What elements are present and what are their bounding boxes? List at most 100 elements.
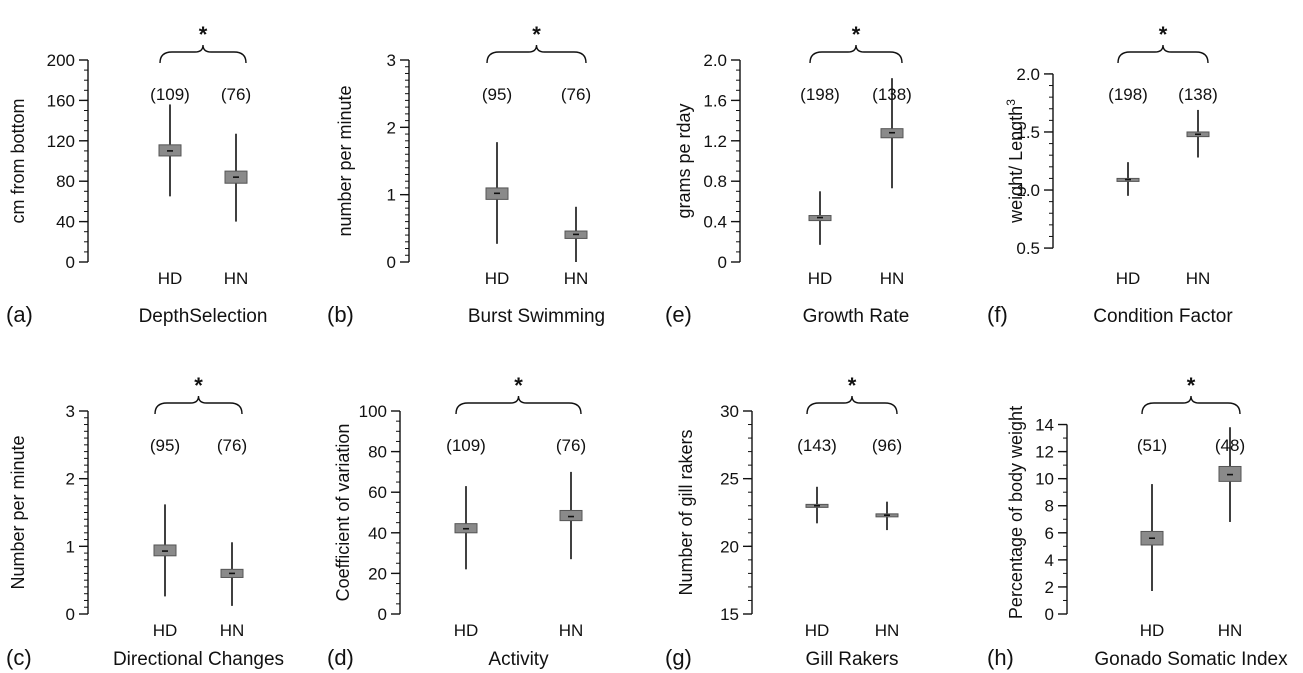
y-axis-label: number per minute — [335, 85, 355, 236]
y-tick-label: 1 — [66, 537, 75, 556]
y-tick-label: 0 — [387, 253, 396, 272]
sample-size-label: (143) — [797, 436, 837, 455]
panel-f: 0.5 1.0 1.5 2.0 weight/ Length3 HD HN (198) (138… — [987, 22, 1233, 327]
y-tick-label: 2.0 — [1016, 65, 1040, 84]
y-tick-label: 0 — [66, 605, 75, 624]
category-label: HN — [564, 269, 589, 288]
y-tick-label: 15 — [720, 605, 739, 624]
y-tick-label: 8 — [1045, 497, 1054, 516]
significance-brace — [154, 395, 243, 415]
panel-g: 15 20 25 30 Number of gill rakers HD HN (143) (9… — [665, 373, 902, 670]
category-label: HD — [1140, 621, 1165, 640]
y-tick-label: 60 — [368, 483, 387, 502]
category-label: HD — [158, 269, 183, 288]
y-axis-label: Coefficient of variation — [333, 424, 353, 602]
sample-size-label: (76) — [556, 436, 586, 455]
panel-title: Activity — [488, 649, 549, 670]
significance-star: * — [1159, 22, 1168, 47]
category-label: HN — [880, 269, 905, 288]
y-tick-label: 30 — [720, 402, 739, 421]
category-label: HN — [224, 269, 249, 288]
panel-a: 0 40 80 120 160 200 cm from bottom HD HN (109) (76… — [6, 22, 267, 327]
category-label: HD — [153, 621, 178, 640]
y-tick-label: 0.8 — [703, 172, 727, 191]
panel-letter: (h) — [987, 645, 1014, 670]
panel-h: 0 2 4 6 8 10 12 14 Percentage of body weight HD HN… — [987, 373, 1288, 670]
y-tick-label: 200 — [47, 51, 75, 70]
y-tick-label: 0.5 — [1016, 239, 1040, 258]
y-tick-label: 0.4 — [703, 213, 727, 232]
panel-e: 0 0.4 0.8 1.2 1.6 2.0 grams pe rday HD HN (198) (1… — [665, 22, 912, 327]
y-tick-label: 2 — [1045, 578, 1054, 597]
category-label: HD — [805, 621, 830, 640]
y-tick-label: 0 — [378, 605, 387, 624]
panel-title: Growth Rate — [803, 306, 910, 327]
panel-title: Burst Swimming — [468, 306, 605, 327]
y-tick-label: 160 — [47, 91, 75, 110]
sample-size-label: (76) — [221, 85, 251, 104]
y-tick-label: 1.2 — [703, 132, 727, 151]
panel-letter: (f) — [987, 302, 1008, 327]
panel-letter: (d) — [327, 645, 354, 670]
panel-title: Directional Changes — [113, 649, 284, 670]
y-tick-label: 6 — [1045, 524, 1054, 543]
significance-brace — [1141, 395, 1241, 415]
panel-c: 0 1 2 3 Number per minute HD HN (95) (76) * Direct… — [6, 373, 284, 670]
sample-size-label: (109) — [446, 436, 486, 455]
y-axis-label-superscript: 3 — [1004, 99, 1018, 106]
panel-letter: (g) — [665, 645, 692, 670]
y-tick-label: 120 — [47, 132, 75, 151]
category-label: HN — [559, 621, 584, 640]
y-tick-label: 12 — [1035, 443, 1054, 462]
significance-brace — [806, 395, 898, 415]
panel-letter: (b) — [327, 302, 354, 327]
y-tick-label: 1.5 — [1016, 123, 1040, 142]
y-tick-label: 80 — [56, 172, 75, 191]
category-label: HD — [808, 269, 833, 288]
box-hn — [559, 509, 583, 522]
sample-size-label: (198) — [1108, 85, 1148, 104]
y-axis-label: Number of gill rakers — [676, 429, 696, 595]
y-tick-label: 0 — [1045, 605, 1054, 624]
significance-brace — [1117, 44, 1209, 64]
y-tick-label: 10 — [1035, 470, 1054, 489]
y-tick-label: 2 — [66, 470, 75, 489]
panel-title: Condition Factor — [1093, 306, 1233, 327]
significance-brace — [486, 44, 587, 64]
y-axis-label: Number per minute — [8, 435, 28, 589]
y-axis-label: Percentage of body weight — [1006, 406, 1026, 619]
y-tick-label: 3 — [66, 402, 75, 421]
y-tick-label: 4 — [1045, 551, 1054, 570]
significance-star: * — [194, 373, 203, 398]
y-tick-label: 1 — [387, 186, 396, 205]
y-tick-label: 20 — [720, 537, 739, 556]
significance-star: * — [852, 22, 861, 47]
panel-letter: (a) — [6, 302, 33, 327]
sample-size-label: (138) — [1178, 85, 1218, 104]
significance-star: * — [532, 22, 541, 47]
significance-star: * — [514, 373, 523, 398]
category-label: HD — [485, 269, 510, 288]
panel-b: 0 1 2 3 number per minute HD HN (95) (76) * Burst … — [327, 22, 605, 327]
significance-star: * — [199, 22, 208, 47]
y-axis-label: grams pe rday — [674, 103, 694, 218]
panel-title: Gonado Somatic Index — [1094, 649, 1288, 670]
category-label: HD — [454, 621, 479, 640]
y-tick-label: 2 — [387, 118, 396, 137]
panel-title: Gill Rakers — [806, 649, 899, 670]
y-tick-label: 3 — [387, 51, 396, 70]
sample-size-label: (95) — [482, 85, 512, 104]
y-tick-label: 14 — [1035, 416, 1054, 435]
sample-size-label: (198) — [800, 85, 840, 104]
category-label: HN — [875, 621, 900, 640]
sample-size-label: (48) — [1215, 436, 1245, 455]
panel-letter: (c) — [6, 645, 32, 670]
y-tick-label: 20 — [368, 564, 387, 583]
significance-brace — [455, 395, 582, 415]
y-tick-label: 0 — [66, 253, 75, 272]
y-tick-label: 1.6 — [703, 91, 727, 110]
y-tick-label: 80 — [368, 443, 387, 462]
panel-d: 0 20 40 60 80 100 Coefficient of variation HD HN… — [327, 373, 586, 670]
panel-title: DepthSelection — [139, 306, 268, 327]
